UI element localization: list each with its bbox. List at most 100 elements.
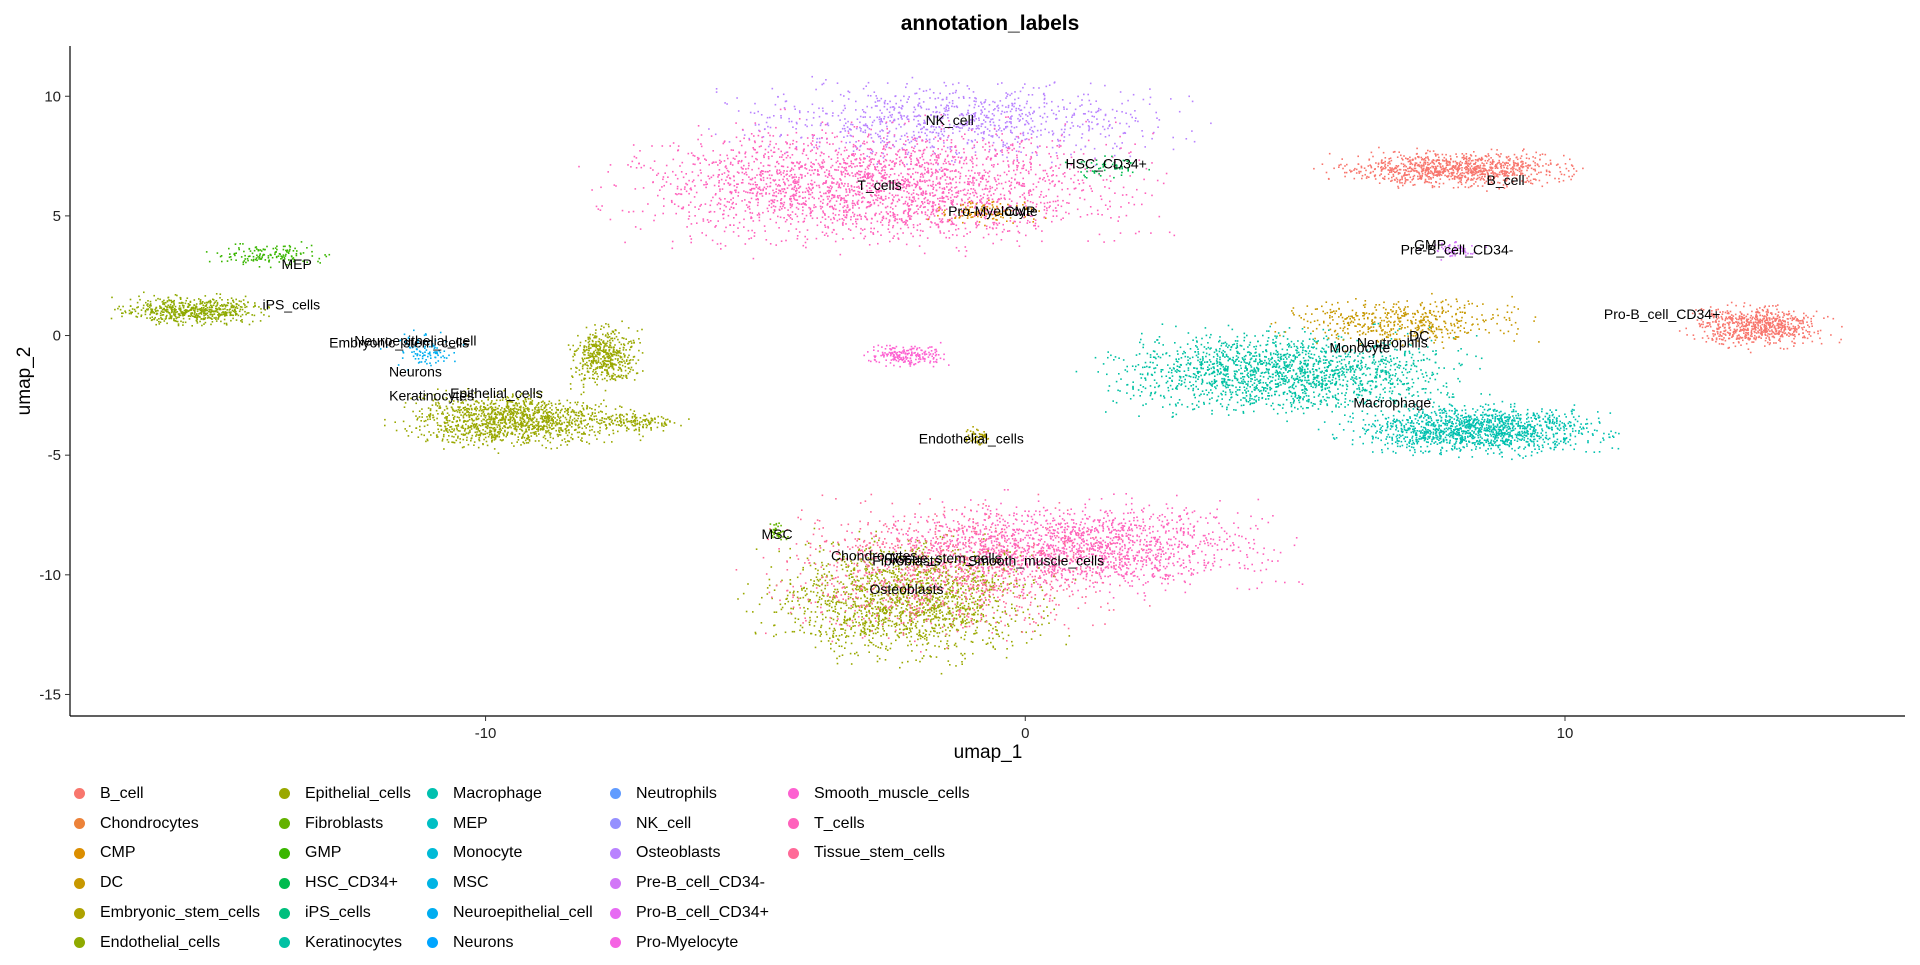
cell-point — [1402, 184, 1404, 187]
cell-point — [779, 135, 781, 138]
cell-point — [839, 194, 841, 197]
cell-point — [1498, 187, 1500, 190]
cell-point — [896, 183, 899, 186]
cell-point — [860, 215, 862, 218]
cell-point — [893, 135, 896, 138]
cell-point — [1057, 105, 1059, 108]
cell-point — [879, 121, 881, 123]
cell-point — [1068, 212, 1070, 215]
cell-point — [1021, 213, 1024, 215]
cell-point — [883, 174, 886, 176]
cell-point — [888, 176, 891, 178]
cell-point — [904, 200, 907, 203]
cell-point — [998, 182, 1000, 185]
cell-point — [841, 223, 844, 225]
cell-point — [735, 189, 737, 191]
cell-point — [820, 195, 823, 198]
cell-point — [924, 192, 927, 194]
cell-point — [1053, 81, 1056, 83]
cell-point — [1525, 153, 1528, 156]
cell-point — [1127, 168, 1129, 171]
cell-point — [922, 90, 925, 92]
cell-point — [697, 138, 699, 141]
cell-point — [1790, 334, 1792, 336]
cell-point — [1029, 201, 1032, 203]
cell-point — [765, 183, 768, 185]
cell-point — [988, 170, 991, 173]
cell-point — [931, 145, 934, 147]
cell-point — [1008, 121, 1011, 123]
cell-point — [1065, 211, 1067, 214]
cell-point — [967, 180, 969, 183]
cell-point — [705, 183, 707, 186]
cell-point — [802, 203, 804, 205]
cell-point — [1035, 209, 1037, 212]
cell-point — [931, 192, 934, 194]
cell-point — [1521, 166, 1524, 169]
cell-point — [974, 154, 977, 156]
cell-point — [857, 177, 859, 180]
cell-point — [1570, 178, 1572, 181]
cell-point — [1769, 317, 1771, 319]
cell-point — [1098, 173, 1101, 176]
cell-point — [1338, 164, 1340, 167]
cell-point — [1450, 175, 1452, 178]
cell-point — [1017, 107, 1020, 110]
cell-point — [772, 179, 775, 181]
cell-point — [1750, 331, 1753, 334]
cell-point — [985, 206, 987, 208]
cell-point — [1125, 214, 1128, 217]
cell-point — [1049, 182, 1051, 185]
cell-point — [993, 164, 995, 166]
cell-point — [1091, 121, 1093, 124]
cell-point — [700, 172, 702, 174]
cell-point — [995, 218, 997, 221]
cell-point — [1007, 230, 1009, 232]
cell-point — [818, 107, 820, 110]
cell-point — [881, 216, 884, 219]
cell-point — [1401, 182, 1403, 184]
cell-point — [809, 150, 812, 153]
cell-point — [782, 172, 785, 174]
cell-point — [820, 166, 822, 168]
cell-point — [1025, 120, 1028, 122]
cell-point — [979, 201, 981, 203]
cell-point — [1717, 324, 1720, 327]
cell-point — [1011, 132, 1013, 134]
cell-point — [1035, 186, 1038, 188]
cell-point — [1492, 173, 1495, 176]
cell-point — [1399, 178, 1401, 181]
cell-point — [1709, 325, 1712, 328]
cell-point — [842, 221, 844, 224]
cell-point — [750, 189, 752, 191]
cell-point — [1527, 167, 1529, 169]
cell-point — [1025, 208, 1028, 211]
cell-point — [1003, 210, 1005, 213]
cell-point — [818, 137, 821, 140]
cell-point — [811, 166, 813, 168]
cell-point — [952, 128, 954, 130]
cell-point — [1493, 177, 1495, 179]
cell-point — [877, 133, 879, 136]
cell-point — [779, 216, 782, 219]
cell-point — [1754, 334, 1756, 337]
cell-point — [780, 133, 782, 136]
cell-point — [737, 183, 739, 185]
cell-point — [1503, 172, 1506, 174]
cell-point — [933, 128, 936, 131]
cell-point — [802, 149, 805, 151]
cell-point — [886, 173, 888, 176]
cell-point — [908, 96, 910, 98]
cell-point — [748, 176, 750, 178]
cell-point — [1018, 120, 1021, 122]
cell-point — [745, 171, 747, 174]
cell-point — [921, 172, 923, 175]
cell-point — [917, 104, 919, 106]
cell-point — [982, 214, 984, 217]
cell-point — [1387, 162, 1389, 164]
cell-point — [682, 206, 685, 208]
cell-point — [1445, 249, 1448, 252]
chart-title: annotation_labels — [901, 12, 1080, 35]
cell-point — [956, 234, 958, 237]
cell-point — [786, 170, 788, 172]
